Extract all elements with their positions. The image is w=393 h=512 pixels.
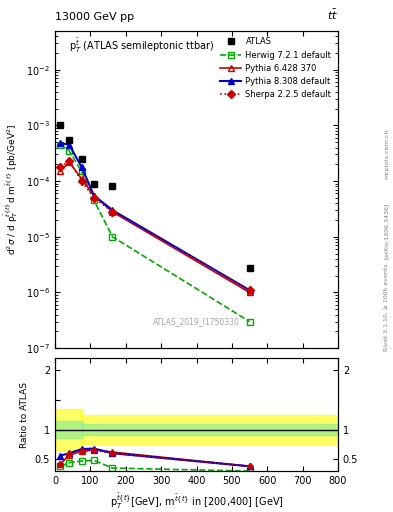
Pythia 8.308 default (110, 207, 115, 214)
Herwig 7.2.1 default (79, 168, 84, 174)
Sherpa 2.2.5 default (79, 178, 84, 184)
Line: Pythia 8.308 default: Pythia 8.308 default (57, 140, 253, 293)
Herwig 7.2.1 default (67, 147, 72, 154)
Legend: ATLAS, Herwig 7.2.1 default, Pythia 6.428 370, Pythia 8.308 default, Sherpa 2.2.: ATLAS, Herwig 7.2.1 default, Pythia 6.42… (218, 35, 334, 101)
Line: Sherpa 2.2.5 default: Sherpa 2.2.5 default (57, 158, 252, 293)
Text: mcplots.cern.ch: mcplots.cern.ch (384, 129, 389, 179)
Y-axis label: d$^2\sigma$ / d p$_T^{\bar{t}\{t\}}$d m$^{\bar{t}\{t\}}$ [pb/GeV$^2$]: d$^2\sigma$ / d p$_T^{\bar{t}\{t\}}$d m$… (3, 124, 20, 255)
Sherpa 2.2.5 default (67, 158, 72, 164)
ATLAS (58, 122, 63, 129)
Herwig 7.2.1 default (110, 233, 115, 240)
Pythia 8.308 default (67, 142, 72, 148)
Pythia 6.428 370 (79, 176, 84, 182)
Pythia 8.308 default (79, 164, 84, 170)
Sherpa 2.2.5 default (110, 209, 115, 215)
Text: 13000 GeV pp: 13000 GeV pp (55, 11, 134, 22)
Herwig 7.2.1 default (247, 318, 252, 325)
Sherpa 2.2.5 default (92, 195, 96, 201)
Pythia 8.308 default (92, 193, 96, 199)
Pythia 8.308 default (58, 140, 63, 146)
Pythia 6.428 370 (110, 209, 115, 215)
Text: p$_T^{\bar{t}}$ (ATLAS semileptonic ttbar): p$_T^{\bar{t}}$ (ATLAS semileptonic ttba… (69, 37, 215, 55)
Pythia 6.428 370 (247, 289, 252, 295)
Text: ATLAS_2019_I1750330: ATLAS_2019_I1750330 (153, 317, 240, 326)
Text: [arXiv:1306.3436]: [arXiv:1306.3436] (384, 202, 389, 259)
Line: Herwig 7.2.1 default: Herwig 7.2.1 default (57, 141, 253, 325)
Sherpa 2.2.5 default (58, 164, 63, 170)
ATLAS (247, 265, 252, 271)
Herwig 7.2.1 default (92, 197, 96, 203)
Line: ATLAS: ATLAS (57, 122, 253, 271)
Herwig 7.2.1 default (58, 142, 63, 148)
Pythia 8.308 default (247, 287, 252, 293)
Pythia 6.428 370 (67, 159, 72, 165)
Pythia 6.428 370 (92, 193, 96, 199)
ATLAS (79, 156, 84, 162)
Y-axis label: Ratio to ATLAS: Ratio to ATLAS (20, 382, 29, 447)
Line: Pythia 6.428 370: Pythia 6.428 370 (57, 159, 253, 296)
Sherpa 2.2.5 default (247, 287, 252, 293)
ATLAS (67, 137, 72, 143)
X-axis label: p$_T^{\bar{t}\{t\}}$[GeV], m$^{\bar{t}\{t\}}$ in [200,400] [GeV]: p$_T^{\bar{t}\{t\}}$[GeV], m$^{\bar{t}\{… (110, 492, 283, 510)
ATLAS (92, 181, 96, 187)
ATLAS (110, 183, 115, 189)
Pythia 6.428 370 (58, 168, 63, 174)
Text: Rivet 3.1.10, ≥ 100k events: Rivet 3.1.10, ≥ 100k events (384, 263, 389, 351)
Text: $t\bar{t}$: $t\bar{t}$ (327, 7, 338, 22)
